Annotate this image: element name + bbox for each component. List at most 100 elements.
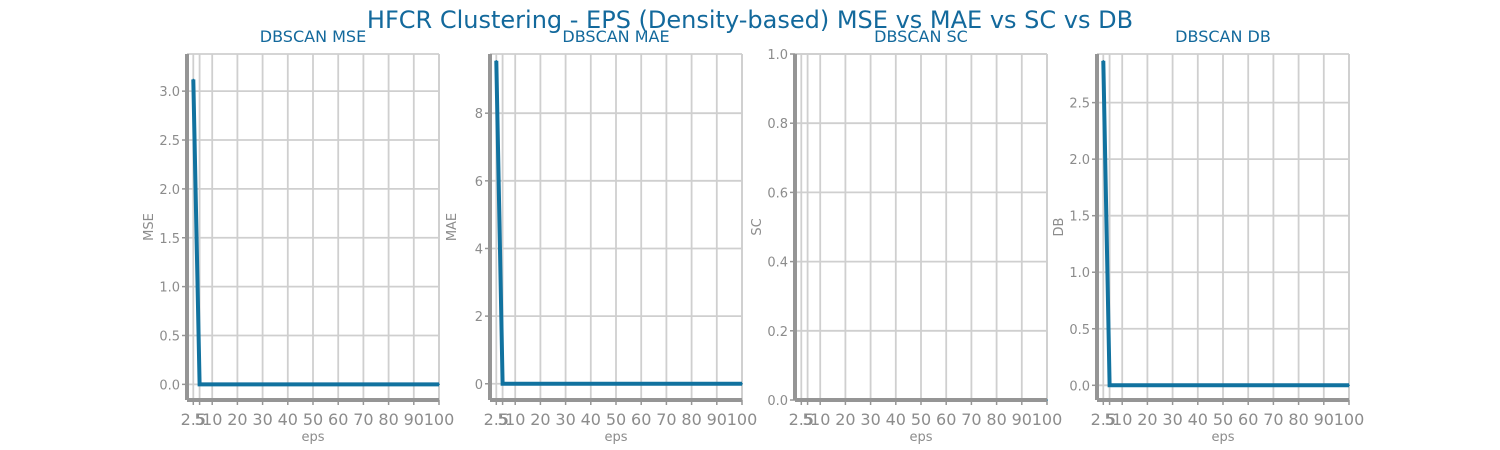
data-point — [564, 382, 567, 385]
data-point — [312, 383, 314, 386]
data-point — [716, 382, 718, 385]
data-point — [1272, 384, 1275, 387]
y-tick-label: 6 — [475, 175, 483, 190]
x-axis-label: eps — [909, 430, 932, 445]
x-tick-label: 10 — [505, 410, 525, 429]
data-point — [665, 382, 668, 385]
x-tick-label: 50 — [606, 410, 626, 429]
y-tick-label: 2.5 — [159, 134, 180, 149]
x-tick-label: 90 — [707, 410, 727, 429]
data-point — [1146, 384, 1149, 387]
data-point — [337, 383, 340, 386]
x-tick-label: 10 — [810, 410, 830, 429]
y-tick-label: 1.5 — [1069, 210, 1090, 225]
subplot-title: DBSCAN DB — [1175, 27, 1271, 46]
y-tick-label: 8 — [475, 107, 483, 122]
data-point — [192, 78, 195, 81]
x-tick-label: 10 — [202, 410, 222, 429]
data-point — [514, 382, 516, 385]
x-tick-label: 30 — [1162, 410, 1182, 429]
x-tick-label: 30 — [860, 410, 880, 429]
y-tick-label: 3.0 — [159, 85, 180, 100]
x-tick-label: 60 — [936, 410, 956, 429]
y-tick-label: 1.0 — [159, 281, 180, 296]
x-tick-label: 50 — [911, 410, 931, 429]
data-point — [261, 383, 264, 386]
data-point — [640, 382, 642, 385]
data-point — [1171, 384, 1174, 387]
x-tick-label: 80 — [681, 410, 701, 429]
y-tick-label: 1.0 — [1069, 266, 1090, 281]
data-point — [1323, 384, 1325, 387]
x-tick-label: 80 — [986, 410, 1006, 429]
data-point — [1197, 384, 1199, 387]
x-tick-label: 30 — [252, 410, 272, 429]
x-axis-label: eps — [604, 430, 627, 445]
y-axis-label: DB — [1052, 218, 1067, 237]
y-tick-label: 0.8 — [767, 117, 788, 132]
y-tick-label: 0.5 — [1069, 323, 1090, 338]
subplot-title: DBSCAN SC — [874, 27, 968, 46]
x-tick-label: 30 — [555, 410, 575, 429]
x-tick-label: 5 — [195, 410, 205, 429]
x-tick-label: 90 — [1012, 410, 1032, 429]
x-tick-label: 2.5 — [1091, 410, 1116, 429]
x-tick-label: 90 — [404, 410, 424, 429]
y-tick-label: 0.6 — [767, 186, 788, 201]
x-tick-label: 70 — [353, 410, 373, 429]
x-tick-label: 60 — [631, 410, 651, 429]
x-tick-label: 5 — [1105, 410, 1115, 429]
series-line — [494, 60, 742, 386]
subplot-title: DBSCAN MSE — [260, 27, 366, 46]
x-tick-label: 90 — [1314, 410, 1334, 429]
x-tick-label: 2.5 — [181, 410, 206, 429]
data-point — [438, 383, 440, 386]
data-point — [236, 383, 239, 386]
y-tick-label: 0.2 — [767, 325, 788, 340]
series-line — [191, 79, 439, 387]
y-tick-label: 2.0 — [159, 183, 180, 198]
data-point — [741, 382, 743, 385]
x-tick-label: 100 — [1334, 410, 1365, 429]
data-point — [1108, 384, 1111, 387]
x-tick-label: 50 — [1213, 410, 1233, 429]
y-tick-label: 2.5 — [1069, 97, 1090, 112]
data-point — [362, 383, 365, 386]
x-tick-label: 2.5 — [789, 410, 814, 429]
y-tick-label: 2.0 — [1069, 153, 1090, 168]
y-tick-label: 0.0 — [767, 394, 788, 409]
data-point — [539, 382, 542, 385]
data-point — [387, 383, 390, 386]
x-tick-label: 20 — [835, 410, 855, 429]
data-point — [1247, 384, 1249, 387]
x-tick-label: 40 — [581, 410, 601, 429]
x-tick-label: 80 — [1288, 410, 1308, 429]
y-axis-label: MSE — [142, 213, 157, 241]
y-tick-label: 2 — [475, 310, 483, 325]
x-tick-label: 70 — [656, 410, 676, 429]
x-tick-label: 80 — [378, 410, 398, 429]
data-point — [1102, 59, 1105, 62]
x-tick-label: 60 — [328, 410, 348, 429]
x-tick-label: 40 — [278, 410, 298, 429]
data-point — [287, 383, 289, 386]
y-tick-label: 1.0 — [767, 48, 788, 63]
x-tick-label: 20 — [1137, 410, 1157, 429]
data-point — [198, 383, 201, 386]
y-tick-label: 0.0 — [159, 378, 180, 393]
x-tick-label: 2.5 — [484, 410, 509, 429]
y-tick-label: 0 — [475, 378, 483, 393]
data-point — [1348, 384, 1350, 387]
x-tick-label: 60 — [1238, 410, 1258, 429]
x-tick-label: 5 — [498, 410, 508, 429]
data-point — [690, 382, 693, 385]
x-tick-label: 100 — [1032, 410, 1063, 429]
data-point — [501, 382, 504, 385]
x-tick-label: 70 — [1263, 410, 1283, 429]
